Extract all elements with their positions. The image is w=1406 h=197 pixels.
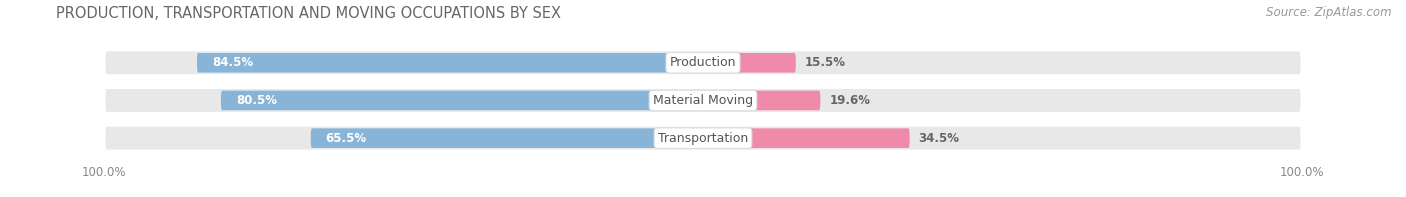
FancyBboxPatch shape <box>104 88 1302 113</box>
Text: Material Moving: Material Moving <box>652 94 754 107</box>
FancyBboxPatch shape <box>104 125 1302 151</box>
Text: 65.5%: 65.5% <box>326 132 367 145</box>
Text: Source: ZipAtlas.com: Source: ZipAtlas.com <box>1267 6 1392 19</box>
Text: Transportation: Transportation <box>658 132 748 145</box>
Text: 15.5%: 15.5% <box>804 56 846 69</box>
FancyBboxPatch shape <box>197 53 703 72</box>
FancyBboxPatch shape <box>703 53 796 72</box>
Text: 80.5%: 80.5% <box>236 94 277 107</box>
Text: Production: Production <box>669 56 737 69</box>
Text: PRODUCTION, TRANSPORTATION AND MOVING OCCUPATIONS BY SEX: PRODUCTION, TRANSPORTATION AND MOVING OC… <box>56 6 561 21</box>
FancyBboxPatch shape <box>703 91 820 110</box>
FancyBboxPatch shape <box>104 50 1302 76</box>
FancyBboxPatch shape <box>311 128 703 148</box>
Text: 84.5%: 84.5% <box>212 56 253 69</box>
Text: 19.6%: 19.6% <box>830 94 870 107</box>
Text: 34.5%: 34.5% <box>918 132 959 145</box>
FancyBboxPatch shape <box>703 128 910 148</box>
FancyBboxPatch shape <box>221 91 703 110</box>
